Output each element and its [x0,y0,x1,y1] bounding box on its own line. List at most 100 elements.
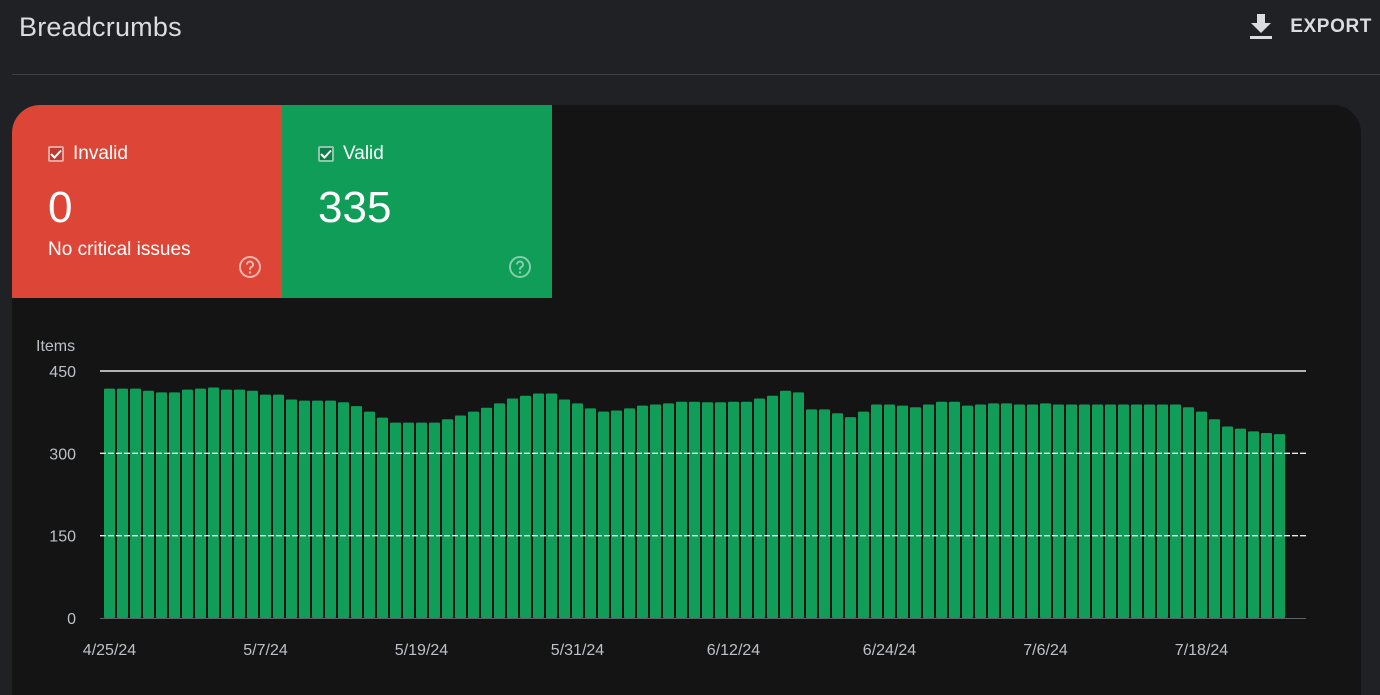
bar [884,404,895,618]
bar [299,400,310,618]
bar [520,395,531,618]
bar [1274,434,1285,618]
bar [429,422,440,618]
bar [962,405,973,618]
invalid-label: Invalid [73,143,128,164]
bar [767,395,778,618]
bar [234,389,245,618]
bar [169,392,180,618]
bar [858,411,869,618]
bar [572,403,583,618]
bar [715,402,726,618]
export-button[interactable]: EXPORT [1249,10,1372,44]
bar [1118,404,1129,618]
invalid-checkbox[interactable] [48,146,64,162]
help-icon[interactable] [238,255,262,279]
bar [1001,403,1012,618]
bar [182,389,193,618]
valid-card[interactable]: Valid 335 [282,105,552,298]
y-tick-label: 450 [49,364,76,381]
bar [546,393,557,618]
y-tick-label: 300 [49,446,76,463]
bar [286,399,297,618]
bar [117,388,128,618]
bar [689,401,700,618]
bar [351,406,362,618]
bar [1014,404,1025,618]
x-tick-label: 6/24/24 [863,642,916,659]
header-divider [12,74,1380,75]
check-icon [50,149,62,159]
bar [676,401,687,618]
bar [637,405,648,618]
bar [598,411,609,618]
bar [468,411,479,618]
invalid-subtitle: No critical issues [48,239,191,260]
export-label: EXPORT [1290,16,1372,37]
bar [247,390,258,618]
bar [312,400,323,618]
x-tick-label: 7/18/24 [1175,642,1228,659]
bar [975,404,986,618]
bar [1079,404,1090,618]
bar [819,409,830,618]
bar [143,390,154,618]
valid-label: Valid [343,143,384,164]
y-axis-label: Items [36,338,75,355]
check-icon [320,149,332,159]
bar [1222,426,1233,618]
bar [364,411,375,618]
report-panel: Invalid 0 No critical issues Valid 335 I… [12,105,1361,695]
invalid-count: 0 [48,183,73,232]
bar [1105,404,1116,618]
bar [507,398,518,618]
download-icon [1250,14,1273,39]
bar [611,410,622,618]
bar [416,422,427,618]
bar [325,400,336,618]
bar [1066,404,1077,618]
bar [806,409,817,618]
bar [195,388,206,618]
bar [1053,404,1064,618]
x-tick-label: 4/25/24 [83,642,136,659]
valid-checkbox[interactable] [318,146,334,162]
help-icon[interactable] [508,255,532,279]
x-tick-label: 5/7/24 [243,642,288,659]
bar [624,408,635,618]
bar [377,417,388,618]
invalid-card[interactable]: Invalid 0 No critical issues [12,105,282,298]
valid-toggle[interactable]: Valid [318,143,384,165]
bar [1131,404,1142,618]
bar [104,388,115,618]
bar [1157,404,1168,618]
bar [130,388,141,618]
bar [273,394,284,618]
x-tick-label: 7/6/24 [1023,642,1068,659]
bar [923,404,934,618]
x-tick-label: 5/19/24 [395,642,448,659]
bar [481,407,492,618]
invalid-toggle[interactable]: Invalid [48,143,128,165]
items-bar-chart: Items 0 150 300 450 4/25/24 5/7/24 5/19/24 5/31/… [36,338,1306,659]
bar [780,390,791,618]
bar [936,401,947,618]
bar [741,401,752,618]
y-tick-label: 0 [67,611,76,628]
bar [494,403,505,618]
bar [663,403,674,618]
bar [390,422,401,618]
bar [156,392,167,618]
bar [559,399,570,618]
bar [533,393,544,618]
bar [1248,431,1259,618]
bar [728,401,739,618]
bar [455,415,466,618]
bar [832,413,843,618]
bar [1196,411,1207,618]
bar [585,408,596,618]
x-tick-label: 5/31/24 [551,642,604,659]
y-tick-label: 150 [49,529,76,546]
bar [338,402,349,618]
bar [1170,404,1181,618]
